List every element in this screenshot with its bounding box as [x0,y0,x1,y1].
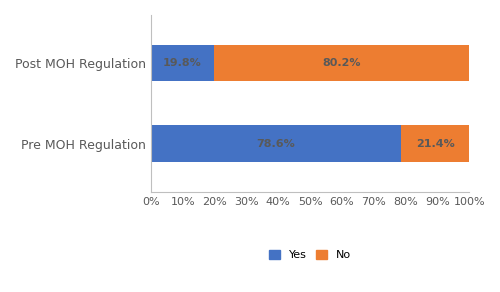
Text: 78.6%: 78.6% [256,138,296,149]
Bar [151,45,214,81]
Legend: Yes, No: Yes, No [266,247,354,263]
Bar [151,126,401,161]
Bar [214,45,469,81]
Bar [401,126,469,161]
Text: 19.8%: 19.8% [163,58,202,68]
Text: 21.4%: 21.4% [416,138,455,149]
Text: 80.2%: 80.2% [322,58,361,68]
